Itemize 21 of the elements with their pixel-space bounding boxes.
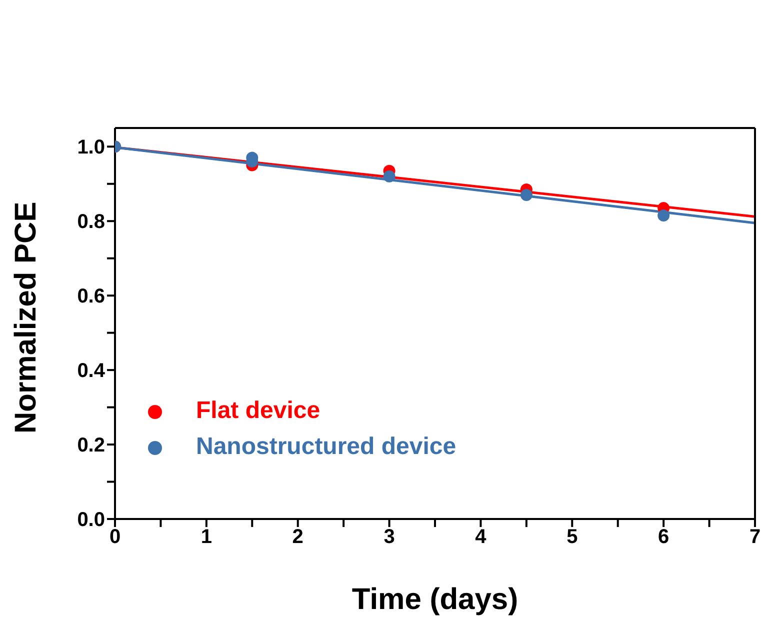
y-tick-label: 0.0 [77,509,105,532]
x-tick-label: 5 [566,526,578,548]
x-tick-label: 4 [475,526,488,548]
legend-label: Nanostructured device [196,433,456,460]
x-tick-label: 7 [749,526,761,548]
legend-label: Flat device [196,397,320,424]
y-axis-title: Normalized PCE [10,202,43,434]
x-tick-label: 2 [292,526,304,548]
x-tick-label: 3 [384,526,395,548]
point [520,189,532,202]
y-tick-label: 0.4 [77,360,106,382]
x-axis-title: Time (days) [352,583,518,616]
x-tick-label: 6 [658,526,670,548]
x-tick-label: 1 [200,526,212,548]
y-tick-label: 0.6 [77,286,105,308]
point [658,210,670,222]
y-tick-label: 1.0 [77,136,105,159]
y-tick-label: 0.8 [77,211,105,234]
point [383,170,396,182]
y-tick-label: 0.2 [77,434,105,457]
x-tick-label: 0 [109,526,121,548]
